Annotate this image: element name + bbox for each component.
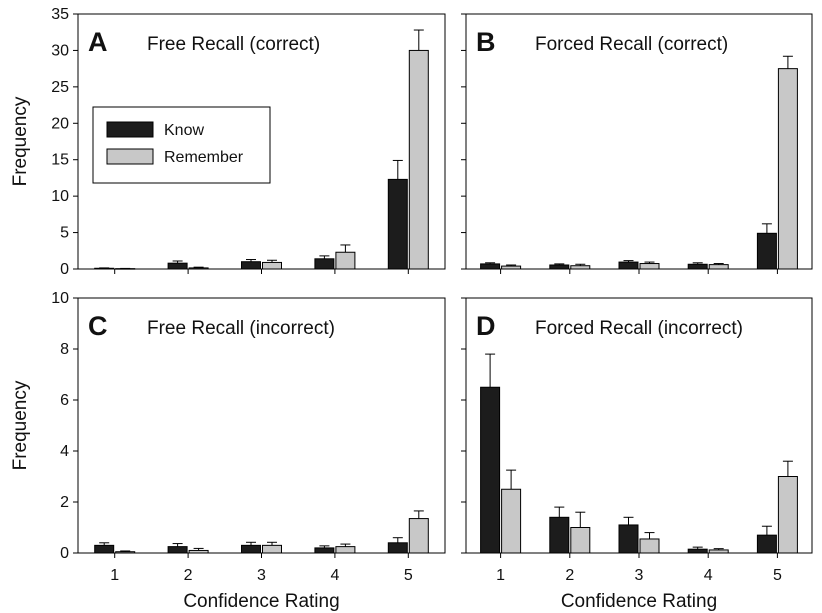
x-tick-label: 4	[704, 567, 713, 584]
y-tick-label: 15	[51, 152, 69, 169]
y-tick-label: 0	[60, 261, 69, 278]
bar-know	[94, 544, 115, 554]
y-tick-label: 10	[51, 290, 69, 307]
bar-remember	[188, 549, 209, 554]
bar-remember	[115, 551, 136, 554]
bar-know	[618, 524, 639, 554]
y-axis-label: Frequency	[10, 380, 31, 470]
bar-know	[480, 263, 501, 270]
y-tick-label: 6	[60, 392, 69, 409]
x-tick-label: 1	[110, 567, 119, 584]
bar-know	[687, 263, 708, 270]
x-tick-label: 2	[184, 567, 193, 584]
legend-box	[92, 106, 271, 184]
panel-letter: A	[88, 27, 108, 57]
bar-remember	[262, 261, 282, 270]
bar-remember	[708, 549, 729, 554]
y-tick-label: 4	[60, 443, 69, 460]
bar-know	[167, 262, 188, 270]
bar-remember	[570, 265, 591, 270]
legend-label-remember: Remember	[164, 149, 244, 166]
x-tick-label: 3	[257, 567, 266, 584]
bar-remember	[408, 49, 429, 270]
panel-title: Free Recall (incorrect)	[147, 318, 335, 339]
bar-remember	[639, 538, 660, 554]
bar-know	[314, 258, 335, 270]
bar-remember	[777, 68, 798, 270]
y-tick-label: 0	[60, 545, 69, 562]
bar-know	[387, 542, 408, 554]
panel-letter: D	[476, 311, 496, 341]
bar-remember	[570, 527, 591, 554]
bar-remember	[408, 518, 429, 554]
legend: Know Remember	[92, 106, 271, 184]
x-tick-label: 5	[773, 567, 782, 584]
panel-letter: B	[476, 27, 496, 57]
bar-remember	[262, 544, 282, 554]
x-axis-label: Confidence Rating	[183, 591, 339, 612]
bar-remember	[777, 476, 798, 554]
bar-remember	[188, 267, 209, 270]
bar-know	[241, 544, 261, 554]
legend-label-know: Know	[164, 122, 204, 139]
bar-remember	[639, 263, 660, 270]
bar-know	[687, 548, 708, 554]
bar-remember	[708, 264, 729, 270]
y-tick-label: 2	[60, 494, 69, 511]
bar-know	[618, 261, 639, 270]
bar-know	[756, 232, 777, 270]
panel-title: Free Recall (correct)	[147, 34, 320, 55]
panel-title: Forced Recall (correct)	[535, 34, 728, 55]
bar-know	[387, 178, 408, 270]
y-axis-label: Frequency	[10, 96, 31, 186]
bar-remember	[501, 488, 522, 554]
bar-know	[314, 547, 335, 554]
bar-remember	[335, 251, 356, 270]
y-tick-label: 8	[60, 341, 69, 358]
y-tick-label: 25	[51, 79, 69, 96]
y-tick-label: 20	[51, 115, 69, 132]
panel-d: 1 2 3 4 5 D Forced Recall (incorrect) Confidenc…	[461, 297, 813, 612]
bar-know	[756, 534, 777, 554]
y-tick-label: 30	[51, 42, 69, 59]
panel-a: 0 5 10 15 20 25 30 35 A Free Recall (correct) Freq…	[10, 6, 446, 278]
panel-letter: C	[88, 311, 108, 341]
x-tick-label: 1	[496, 567, 505, 584]
y-tick-label: 35	[51, 6, 69, 23]
x-tick-label: 4	[330, 567, 339, 584]
bar-know	[241, 261, 261, 270]
bar-remember	[335, 546, 356, 554]
y-tick-label: 5	[60, 225, 69, 242]
legend-swatch-remember	[106, 148, 154, 165]
legend-swatch-know	[106, 121, 154, 138]
bar-know	[549, 264, 570, 270]
bar-know	[480, 386, 501, 554]
x-tick-label: 2	[565, 567, 574, 584]
x-axis-label: Confidence Rating	[561, 591, 717, 612]
x-tick-label: 3	[635, 567, 644, 584]
panel-title: Forced Recall (incorrect)	[535, 318, 743, 339]
bar-know	[167, 546, 188, 554]
bar-remember	[501, 265, 522, 270]
panel-b: B Forced Recall (correct)	[461, 13, 813, 274]
bar-know	[549, 516, 570, 554]
y-tick-label: 10	[51, 188, 69, 205]
x-tick-label: 5	[404, 567, 413, 584]
